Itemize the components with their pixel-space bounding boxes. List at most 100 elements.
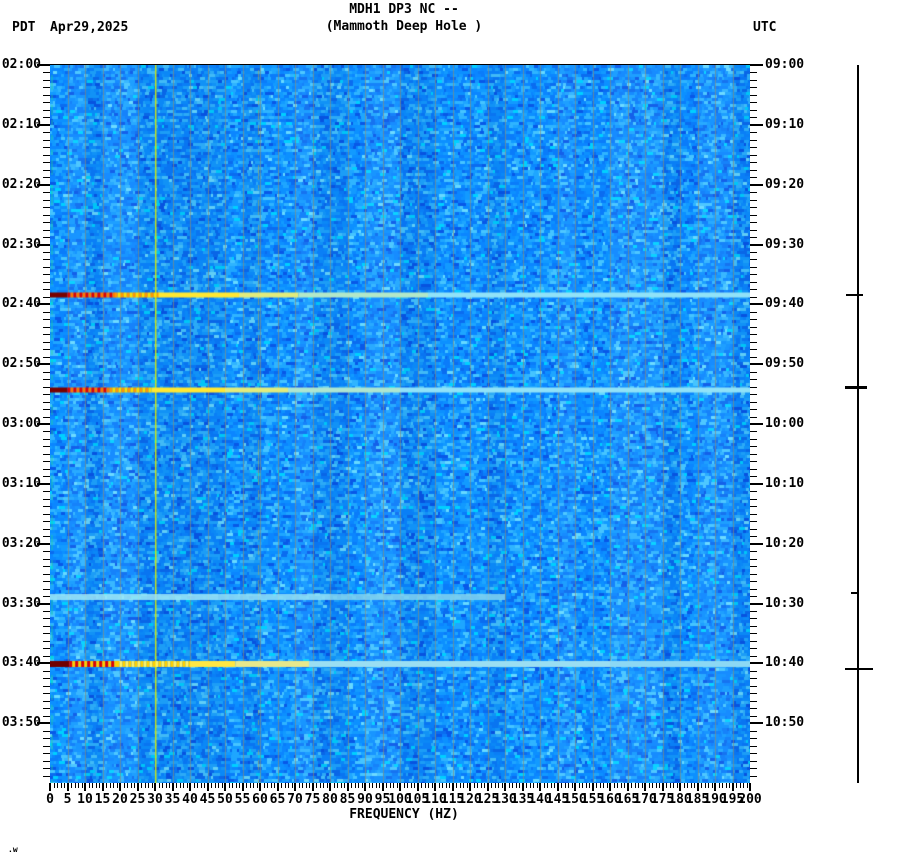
frequency-axis-minor-tick [634, 783, 636, 788]
left-axis-minor-tick [43, 349, 50, 351]
left-axis-minor-tick [43, 655, 50, 657]
frequency-tick-label: 105 [405, 792, 430, 807]
right-axis-minor-tick [750, 633, 757, 635]
frequency-axis-minor-tick [648, 783, 650, 788]
left-axis-minor-tick [43, 640, 50, 642]
frequency-axis-minor-tick [729, 783, 730, 788]
frequency-axis-minor-tick [410, 783, 412, 788]
left-axis-minor-tick [43, 311, 50, 313]
frequency-axis-minor-tick [274, 783, 275, 788]
right-axis-minor-tick [750, 506, 757, 508]
frequency-axis-minor-tick [183, 783, 184, 788]
left-axis-minor-tick [43, 670, 50, 672]
frequency-axis-major-tick [259, 783, 261, 791]
frequency-axis-minor-tick [130, 783, 132, 788]
right-axis-minor-tick [750, 685, 757, 687]
left-axis-label: 02:40 [1, 296, 41, 312]
frequency-axis-minor-tick [211, 783, 212, 788]
right-axis-minor-tick [750, 281, 757, 283]
frequency-axis-minor-tick [480, 783, 482, 788]
frequency-axis-minor-tick [403, 783, 405, 788]
frequency-tick-label: 200 [738, 792, 762, 807]
left-axis-minor-tick [43, 341, 50, 343]
frequency-axis-minor-tick [169, 783, 170, 788]
frequency-axis-minor-tick [613, 783, 615, 788]
frequency-axis-minor-tick [694, 783, 695, 788]
left-axis-minor-tick [43, 94, 50, 96]
right-axis-minor-tick [750, 581, 757, 583]
right-axis-minor-tick [750, 102, 757, 104]
frequency-axis-minor-tick [151, 783, 153, 788]
frequency-axis-major-tick [346, 783, 349, 791]
frequency-axis-minor-tick [109, 783, 111, 788]
frequency-axis-minor-tick [396, 783, 398, 788]
frequency-axis-minor-tick [326, 783, 328, 788]
right-axis-minor-tick [750, 446, 757, 448]
frequency-axis-minor-tick [232, 783, 233, 788]
frequency-axis-major-tick [696, 783, 699, 791]
frequency-axis-major-tick [539, 783, 541, 791]
left-axis-minor-tick [43, 775, 50, 777]
left-axis-minor-tick [43, 498, 50, 500]
left-axis-minor-tick [43, 334, 50, 336]
frequency-axis-minor-tick [494, 783, 496, 788]
right-axis-minor-tick [750, 132, 757, 134]
frequency-axis-major-tick [591, 783, 594, 791]
frequency-axis-major-tick [399, 783, 401, 791]
left-axis-minor-tick [43, 521, 50, 523]
frequency-axis-minor-tick [445, 783, 447, 788]
left-axis-major-tick [37, 64, 50, 66]
right-axis-minor-tick [750, 274, 757, 276]
frequency-axis-minor-tick [193, 783, 195, 788]
left-axis-minor-tick [43, 281, 50, 283]
frequency-tick-label: 125 [475, 792, 500, 807]
frequency-tick-label: 130 [493, 792, 517, 807]
frequency-axis-minor-tick [442, 783, 443, 788]
frequency-axis-minor-tick [449, 783, 450, 788]
left-axis-minor-tick [43, 177, 50, 179]
left-axis-minor-tick [43, 491, 50, 493]
left-axis-major-tick [37, 123, 50, 126]
left-axis-major-tick [37, 542, 50, 545]
left-axis-minor-tick [43, 394, 50, 396]
left-axis-minor-tick [43, 588, 50, 590]
right-axis-minor-tick [750, 401, 757, 403]
left-axis-minor-tick [43, 715, 50, 717]
right-axis-minor-tick [750, 491, 757, 493]
right-axis-minor-tick [750, 625, 757, 627]
right-axis-minor-tick [750, 468, 757, 470]
left-axis-minor-tick [43, 730, 50, 732]
event-marker-tick [845, 385, 867, 389]
frequency-axis-minor-tick [337, 783, 338, 788]
frequency-axis-major-tick [136, 783, 139, 791]
frequency-axis-minor-tick [239, 783, 240, 788]
frequency-axis-minor-tick [536, 783, 538, 788]
frequency-tick-label: 100 [388, 792, 412, 807]
frequency-axis-minor-tick [221, 783, 223, 788]
frequency-axis-minor-tick [284, 783, 286, 788]
right-axis-minor-tick [750, 349, 757, 351]
frequency-axis-minor-tick [386, 783, 387, 788]
frequency-axis-minor-tick [148, 783, 149, 788]
frequency-axis-minor-tick [690, 783, 692, 788]
right-axis-minor-tick [750, 109, 757, 111]
right-axis-major-tick [750, 482, 763, 485]
event-marker-tick [846, 293, 863, 296]
frequency-axis-minor-tick [78, 783, 79, 788]
frequency-axis-minor-tick [270, 783, 272, 788]
left-axis-minor-tick [43, 431, 50, 433]
right-axis-minor-tick [750, 528, 757, 530]
frequency-axis-minor-tick [501, 783, 503, 788]
frequency-axis-minor-tick [186, 783, 188, 788]
left-axis-minor-tick [43, 753, 50, 755]
left-axis-minor-tick [43, 207, 50, 209]
frequency-axis-minor-tick [228, 783, 230, 788]
right-axis-minor-tick [750, 693, 757, 695]
frequency-axis-minor-tick [344, 783, 345, 788]
frequency-axis-major-tick [609, 783, 611, 791]
right-axis-label: 10:10 [765, 475, 805, 491]
right-axis-label: 09:00 [765, 57, 805, 72]
frequency-axis-major-tick [224, 783, 226, 791]
left-axis-minor-tick [43, 296, 50, 298]
frequency-axis-major-tick [504, 783, 506, 791]
